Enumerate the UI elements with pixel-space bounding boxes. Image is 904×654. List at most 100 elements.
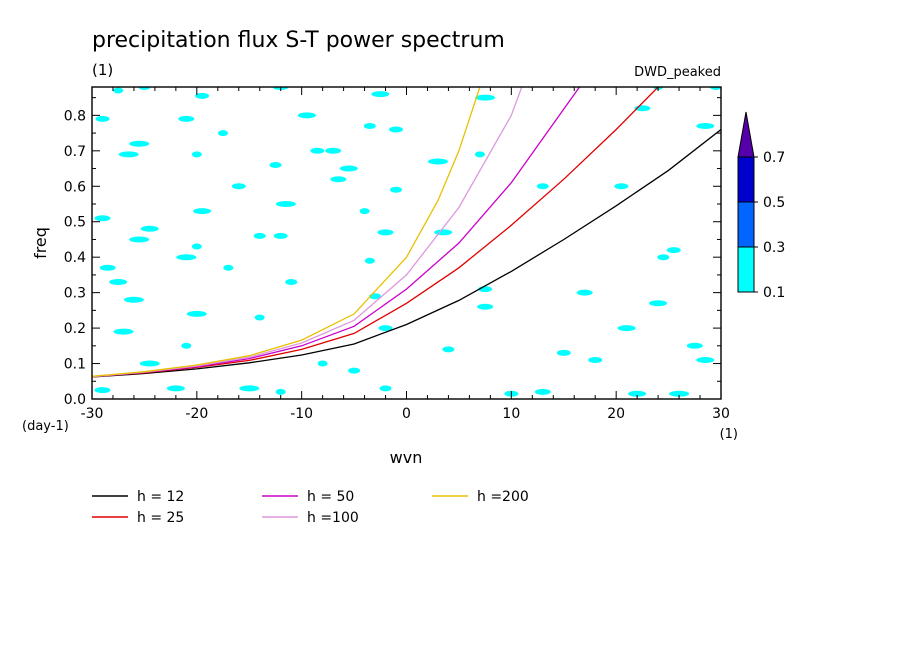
shade-patch xyxy=(239,385,260,392)
shade-patch xyxy=(377,229,394,236)
shade-patch xyxy=(378,325,393,332)
shade-patch xyxy=(379,385,392,392)
shade-patch xyxy=(330,176,347,183)
shade-patch xyxy=(614,183,629,190)
y-tick-label: 0.5 xyxy=(64,215,86,231)
y-tick-label: 0.2 xyxy=(64,321,86,337)
x-tick-label: 0 xyxy=(402,406,411,422)
shade-patch xyxy=(696,357,715,363)
y-tick-label: 0.3 xyxy=(64,286,86,302)
legend: h = 12 h = 25 h = 50 h =100 h =200 xyxy=(92,489,529,526)
shade-patch xyxy=(195,92,210,99)
shaded-contours xyxy=(94,87,721,397)
shade-patch xyxy=(359,208,370,215)
colorbar-label: 0.3 xyxy=(763,240,785,256)
shade-patch xyxy=(371,91,390,98)
colorbar-extend xyxy=(737,111,755,158)
shade-patch xyxy=(218,130,228,137)
shade-patch xyxy=(166,385,185,392)
series-line-h200 xyxy=(92,87,481,377)
shade-patch xyxy=(534,388,551,395)
legend-label: h = 12 xyxy=(137,489,184,505)
y-tick-label: 0.7 xyxy=(64,144,86,160)
y-axis-label: freq xyxy=(31,227,50,259)
colorbar-segment xyxy=(737,246,755,293)
shade-patch xyxy=(325,147,342,154)
shade-patch xyxy=(696,123,715,129)
legend-label: h =200 xyxy=(477,489,529,505)
shade-patch xyxy=(390,186,402,193)
plot-frame xyxy=(91,86,722,400)
series-line-h25 xyxy=(92,87,659,378)
model-label: DWD_peaked xyxy=(634,65,721,80)
shade-patch xyxy=(129,236,150,243)
chart-title: precipitation flux S-T power spectrum xyxy=(92,28,505,53)
shade-patch xyxy=(231,183,246,190)
series-line-h12 xyxy=(92,128,721,378)
shade-patch xyxy=(363,123,376,129)
shade-patch xyxy=(434,229,453,236)
shade-patch xyxy=(348,367,361,374)
colorbar-label: 0.5 xyxy=(763,195,785,211)
shade-patch xyxy=(317,360,328,367)
x-axis: -30 -20 -10 0 10 20 30 xyxy=(81,87,730,422)
shade-patch xyxy=(273,232,288,239)
y-tick-label: 0.0 xyxy=(64,392,86,408)
legend-label: h = 50 xyxy=(307,489,354,505)
shade-patch xyxy=(364,257,375,264)
series-line-h100 xyxy=(92,87,523,378)
shade-patch xyxy=(657,254,670,261)
shade-patch xyxy=(109,279,128,285)
y-axis: 0.0 0.1 0.2 0.3 0.4 0.5 0.6 0.7 0.8 xyxy=(64,97,721,408)
shade-patch xyxy=(285,279,298,285)
shade-patch xyxy=(223,264,234,271)
shade-patch xyxy=(686,342,703,349)
x-tick-label: 20 xyxy=(607,406,625,422)
x-tick-label: -10 xyxy=(290,406,313,422)
x-axis-unit: (1) xyxy=(720,427,738,442)
x-axis-label: wvn xyxy=(390,448,423,467)
shade-patch xyxy=(556,349,571,356)
shade-patch xyxy=(477,303,494,310)
colorbar: 0.1 0.3 0.5 0.7 xyxy=(737,111,785,301)
y-tick-label: 0.6 xyxy=(64,179,86,195)
x-tick-label: -30 xyxy=(81,406,104,422)
colorbar-segment xyxy=(737,201,755,248)
shade-patch xyxy=(666,247,681,254)
shade-patch xyxy=(94,387,111,394)
shade-patch xyxy=(140,225,159,232)
y-axis-unit: (day-1) xyxy=(22,419,69,434)
shade-patch xyxy=(181,342,192,349)
shade-patch xyxy=(576,289,593,296)
shade-patch xyxy=(113,328,134,335)
shade-patch xyxy=(176,254,197,261)
x-tick-label: 10 xyxy=(502,406,520,422)
shade-patch xyxy=(649,300,668,307)
shade-patch xyxy=(129,140,150,147)
shade-patch xyxy=(95,115,110,122)
shade-patch xyxy=(113,87,124,94)
x-tick-label: -20 xyxy=(185,406,208,422)
shade-patch xyxy=(339,165,358,172)
shade-patch xyxy=(709,87,721,90)
shade-patch xyxy=(617,325,636,332)
shade-patch xyxy=(389,126,403,133)
shade-patch xyxy=(275,201,296,207)
shade-patch xyxy=(474,151,485,158)
colorbar-segment xyxy=(737,156,755,203)
shade-patch xyxy=(138,87,151,90)
shade-patch xyxy=(475,94,496,101)
dispersion-curves xyxy=(92,87,721,378)
shade-patch xyxy=(275,388,286,395)
y-tick-label: 0.8 xyxy=(64,108,86,124)
shade-patch xyxy=(254,314,265,321)
legend-label: h = 25 xyxy=(137,510,184,526)
shade-patch xyxy=(118,151,139,158)
legend-label: h =100 xyxy=(307,510,359,526)
shade-patch xyxy=(442,346,455,353)
shade-patch xyxy=(536,183,549,190)
y-tick-label: 0.1 xyxy=(64,357,86,373)
shade-patch xyxy=(628,390,647,397)
chart-units-label: (1) xyxy=(92,61,113,79)
